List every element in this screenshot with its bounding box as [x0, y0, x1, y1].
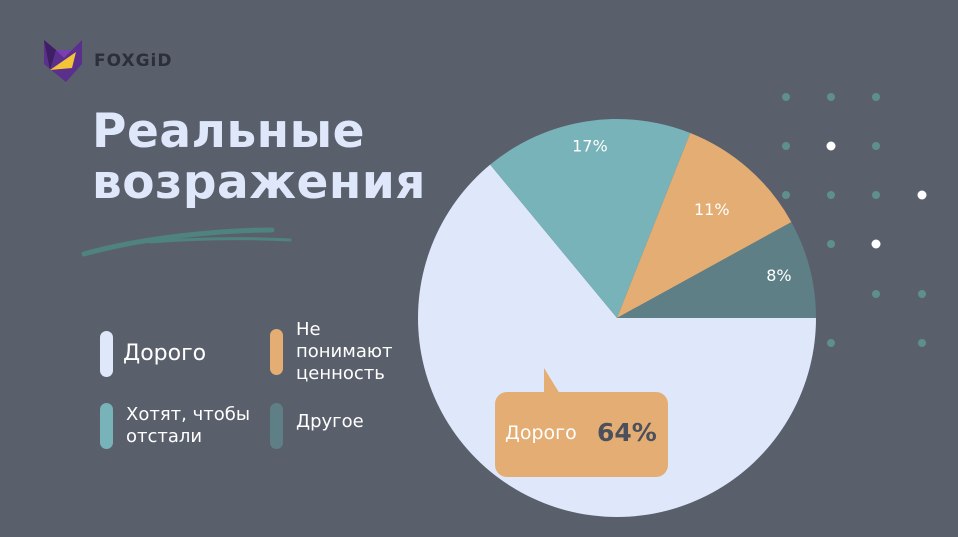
decor-dot — [826, 141, 836, 151]
legend-label-other: Другое — [296, 411, 364, 432]
legend-swatch-expensive — [100, 331, 113, 377]
legend-label-leave: Хотят, чтобы отстали — [126, 404, 251, 447]
pie-label-other: 8% — [766, 266, 791, 285]
legend-item-value: Не понимают ценность — [270, 319, 414, 385]
callout-bubble: Дорого 64% — [495, 368, 668, 477]
legend-item-other: Другое — [270, 403, 364, 449]
title-line-2: возражения — [92, 155, 426, 210]
legend-label-expensive: Дорого — [123, 341, 207, 366]
pie-label-leave: 17% — [572, 137, 608, 156]
page-title: Реальные возражения — [92, 106, 426, 208]
pie-slice-other — [617, 222, 816, 318]
brand-name: FOXGiD — [94, 51, 173, 71]
decor-dot — [917, 190, 927, 200]
decor-dot — [871, 239, 881, 249]
legend-item-expensive: Дорого — [100, 331, 206, 377]
decor-dot — [918, 290, 926, 298]
callout-label: Дорого — [505, 422, 577, 444]
decor-dot — [782, 93, 790, 101]
decor-dot — [872, 191, 880, 199]
decor-dot — [827, 240, 835, 248]
legend-swatch-leave — [100, 403, 113, 449]
pie-slice-value — [617, 132, 792, 318]
decor-dot — [918, 339, 926, 347]
pie-slice-leave — [490, 119, 691, 318]
fox-logo-icon — [44, 40, 82, 82]
decor-dot — [872, 93, 880, 101]
decor-dot — [827, 339, 835, 347]
pie-label-value: 11% — [694, 200, 730, 219]
decor-dot — [827, 191, 835, 199]
callout-value: 64% — [597, 418, 657, 447]
decor-dot — [872, 142, 880, 150]
decor-dot — [872, 290, 880, 298]
legend-label-value: Не понимают ценность — [296, 319, 393, 384]
decor-dot — [782, 191, 790, 199]
brush-stroke-decoration — [81, 227, 292, 257]
title-line-1: Реальные — [92, 104, 366, 159]
callout-tail — [544, 368, 560, 394]
decor-dot — [782, 142, 790, 150]
legend-swatch-other — [270, 403, 283, 449]
legend-swatch-value — [270, 329, 283, 375]
legend-item-leave: Хотят, чтобы отстали — [100, 403, 271, 449]
decor-dot — [827, 93, 835, 101]
